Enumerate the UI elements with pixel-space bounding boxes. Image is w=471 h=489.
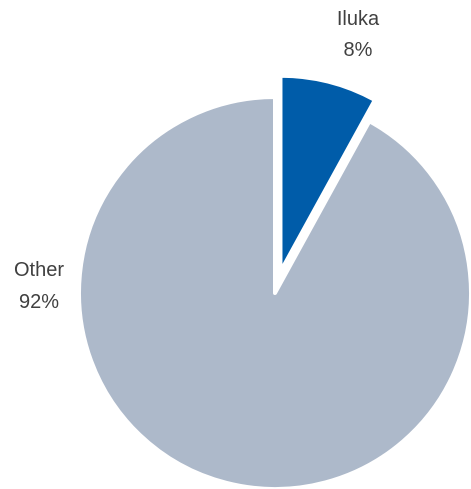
slice-label-iluka-value: 8% bbox=[344, 39, 373, 61]
pie-slice-other bbox=[77, 95, 471, 489]
slice-label-other-name: Other bbox=[14, 259, 64, 281]
pie-slice-iluka bbox=[278, 73, 377, 274]
pie-slices bbox=[77, 73, 471, 489]
slice-label-iluka-name: Iluka bbox=[337, 8, 380, 30]
slice-labels: Iluka 8% Other 92% bbox=[14, 8, 380, 313]
slice-label-other-value: 92% bbox=[19, 291, 59, 313]
